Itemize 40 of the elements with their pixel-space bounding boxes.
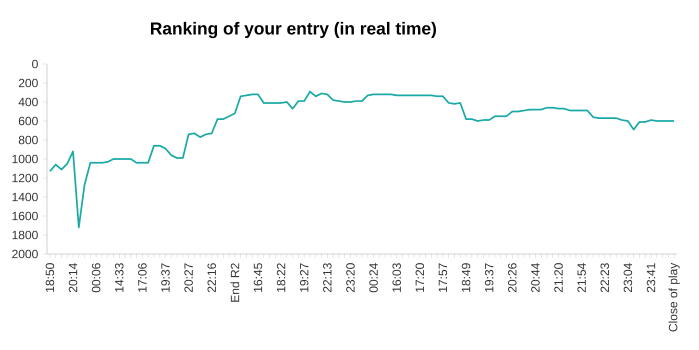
y-tick-label: 1800 xyxy=(12,230,38,240)
x-tick-label: 21:20 xyxy=(554,263,563,292)
y-tick-label: 1200 xyxy=(12,174,38,182)
y-tick-label: 2000 xyxy=(12,250,38,258)
y-tick-label: 400 xyxy=(18,98,38,106)
x-tick-label: 16:45 xyxy=(254,263,262,292)
x-tick-label: 17:06 xyxy=(138,263,147,292)
y-tick-label: 200 xyxy=(18,78,38,88)
x-tick-label: 00:06 xyxy=(92,263,100,292)
x-tick-label: 19:37 xyxy=(161,263,170,292)
x-tick-label: 20:44 xyxy=(531,263,540,292)
y-tick-label: 600 xyxy=(18,116,38,126)
y-tick-label: 1400 xyxy=(12,192,38,202)
x-tick-label: 17:20 xyxy=(416,263,424,292)
x-tick-label: 20:26 xyxy=(508,263,517,292)
x-tick-label: 23:04 xyxy=(624,263,632,292)
x-tick-label: Close of play xyxy=(668,262,680,332)
x-tick-label: 22:13 xyxy=(323,263,332,292)
x-tick-label: 18:22 xyxy=(276,263,286,292)
x-tick-label: 23:41 xyxy=(646,263,656,292)
x-tick-label: 22:16 xyxy=(207,263,216,292)
x-tick-label: 22:23 xyxy=(600,263,610,292)
x-tick-label: 18:49 xyxy=(462,263,470,292)
x-tick-label: 17:57 xyxy=(438,263,448,292)
y-tick-label: 1000 xyxy=(12,154,38,164)
x-tick-label: 19:27 xyxy=(300,263,308,292)
x-tick-label: 20:14 xyxy=(68,263,78,292)
chart-title: Ranking of your entry (in real time) xyxy=(150,22,436,38)
x-tick-label: 21:54 xyxy=(577,263,586,292)
y-tick-label: 1600 xyxy=(12,212,38,220)
x-tick-label: 18:50 xyxy=(46,263,54,292)
x-tick-label: 14:33 xyxy=(114,263,124,292)
x-tick-label: 19:37 xyxy=(484,263,494,292)
y-tick-label: 0 xyxy=(32,60,38,68)
y-tick-label: 800 xyxy=(18,136,38,144)
x-tick-label: 16:03 xyxy=(392,263,401,292)
x-tick-label: End R2 xyxy=(230,263,240,302)
x-tick-label: 23:20 xyxy=(346,263,355,292)
x-tick-label: 20:27 xyxy=(184,263,193,292)
x-tick-label: 00:24 xyxy=(369,263,378,292)
